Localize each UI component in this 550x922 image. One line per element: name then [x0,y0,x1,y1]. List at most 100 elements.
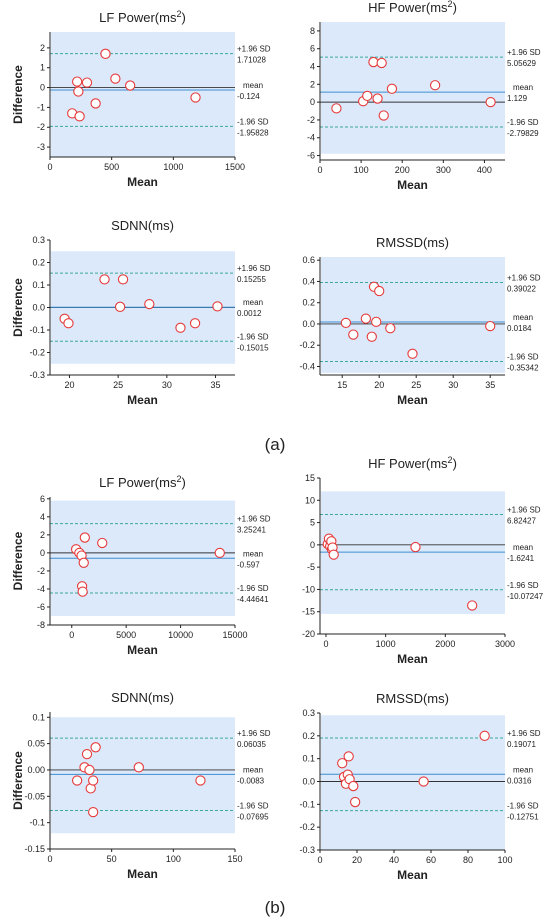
x-tick-label: 0 [47,854,52,864]
upper-limit-value: 0.19071 [507,740,536,749]
upper-limit-label: +1.96 SD [507,48,541,57]
agreement-band [321,491,505,614]
x-tick-label: 35 [485,380,495,390]
y-tick-label: -8 [37,620,45,630]
mean-value: -0.597 [237,560,260,569]
data-point [71,775,83,786]
y-tick-label: 15 [305,473,315,483]
x-tick-label: 25 [411,380,421,390]
y-tick-label: -20 [302,629,315,639]
x-axis-label: Mean [127,175,158,189]
data-point [348,329,359,340]
x-tick-label: 40 [389,855,399,865]
data-point [479,730,490,741]
x-tick-label: 0 [317,165,322,175]
y-tick-label: -0.05 [24,791,45,801]
data-point [79,532,90,543]
y-axis-label: Difference [11,751,25,810]
mean-label: mean [513,313,533,322]
data-point [90,742,101,753]
y-tick-label: -0.15 [24,844,45,854]
data-point [340,317,352,329]
y-tick-label: 1 [40,63,45,73]
y-tick-label: 0.2 [32,258,45,268]
upper-limit-label: +1.96 SD [237,729,271,738]
y-tick-label: -6 [307,151,315,161]
y-tick-label: -0.2 [29,348,45,358]
y-tick-label: 0.00 [27,765,45,775]
x-tick-label: 10000 [168,630,193,640]
lower-limit-value: -0.12751 [507,813,539,822]
panel-title: HF Power(ms2) [368,455,457,471]
data-point [84,764,95,776]
data-point [366,331,377,342]
data-point [189,318,201,329]
y-axis-label: Difference [11,531,25,590]
lower-limit-label: -1.96 SD [237,332,269,341]
upper-limit-value: 0.15255 [237,275,266,284]
data-point [374,285,385,297]
mean-label: mean [243,81,263,90]
y-tick-label: -0.1 [29,325,45,335]
mean-label: mean [243,549,263,558]
data-point [195,775,206,786]
data-point [71,76,83,87]
panel-title: HF Power(ms2) [368,0,457,15]
mean-value: 0.0316 [507,776,532,785]
data-point [73,86,84,97]
y-tick-label: -3 [37,142,45,152]
data-point [63,318,74,329]
data-point [343,751,354,762]
y-tick-label: 6 [40,494,45,504]
mean-value: 0.0012 [237,309,262,318]
lower-limit-label: -1.96 SD [507,118,539,127]
data-point [81,77,93,88]
upper-limit-label: +1.96 SD [507,273,541,282]
data-point [328,549,339,560]
y-tick-label: 2 [310,79,315,89]
agreement-band [321,22,505,154]
x-tick-label: 0 [69,630,74,640]
y-tick-label: 0.6 [302,255,315,265]
data-point [348,780,359,792]
y-tick-label: 4 [40,512,45,522]
mean-label: mean [243,765,263,774]
data-point [99,274,110,285]
data-point [110,73,121,84]
x-tick-label: 30 [162,380,172,390]
data-point [88,775,99,786]
y-tick-label: 0.05 [27,739,45,749]
mean-label: mean [513,543,533,552]
y-tick-label: -6 [37,602,45,612]
lower-limit-label: -1.96 SD [507,802,539,811]
x-tick-label: 30 [448,380,458,390]
y-tick-label: -0.2 [299,822,315,832]
upper-limit-label: +1.96 SD [507,729,541,738]
data-point [214,547,225,559]
mean-value: 0.0184 [507,324,532,333]
y-tick-label: -0.4 [299,361,315,371]
panel-2: 0 100 200 300 400 -6 -4 -2 0 2 4 6 8 HF Power(ms2) Mea… [307,0,541,192]
x-axis-label: Mean [127,867,158,881]
y-tick-label: 0.1 [302,754,315,764]
data-point [117,274,129,285]
y-tick-label: -5 [307,562,315,572]
data-point [337,758,348,769]
data-point [78,557,89,568]
y-tick-label: 2 [40,43,45,53]
lower-limit-label: -1.96 SD [237,584,269,593]
panel-7: 0 50 100 150 -0.15 -0.1 -0.05 0.00 0.05 0.1 SDNN(m… [11,690,271,881]
upper-limit-label: +1.96 SD [507,505,541,514]
data-point [360,313,372,324]
agreement-band [51,717,235,834]
y-tick-label: 0.3 [302,708,315,718]
panel-title: LF Power(ms2) [99,9,186,25]
y-tick-label: 6 [310,44,315,54]
data-point [385,323,396,334]
data-point [144,298,155,310]
panel-6: 0 1000 2000 3000 -20 -15 -10 -5 0 5 10 15 HF Power(m… [302,455,544,666]
lower-limit-value: -2.79829 [507,129,539,138]
lower-limit-value: -0.07695 [237,813,269,822]
lower-limit-label: -1.96 SD [237,117,269,126]
